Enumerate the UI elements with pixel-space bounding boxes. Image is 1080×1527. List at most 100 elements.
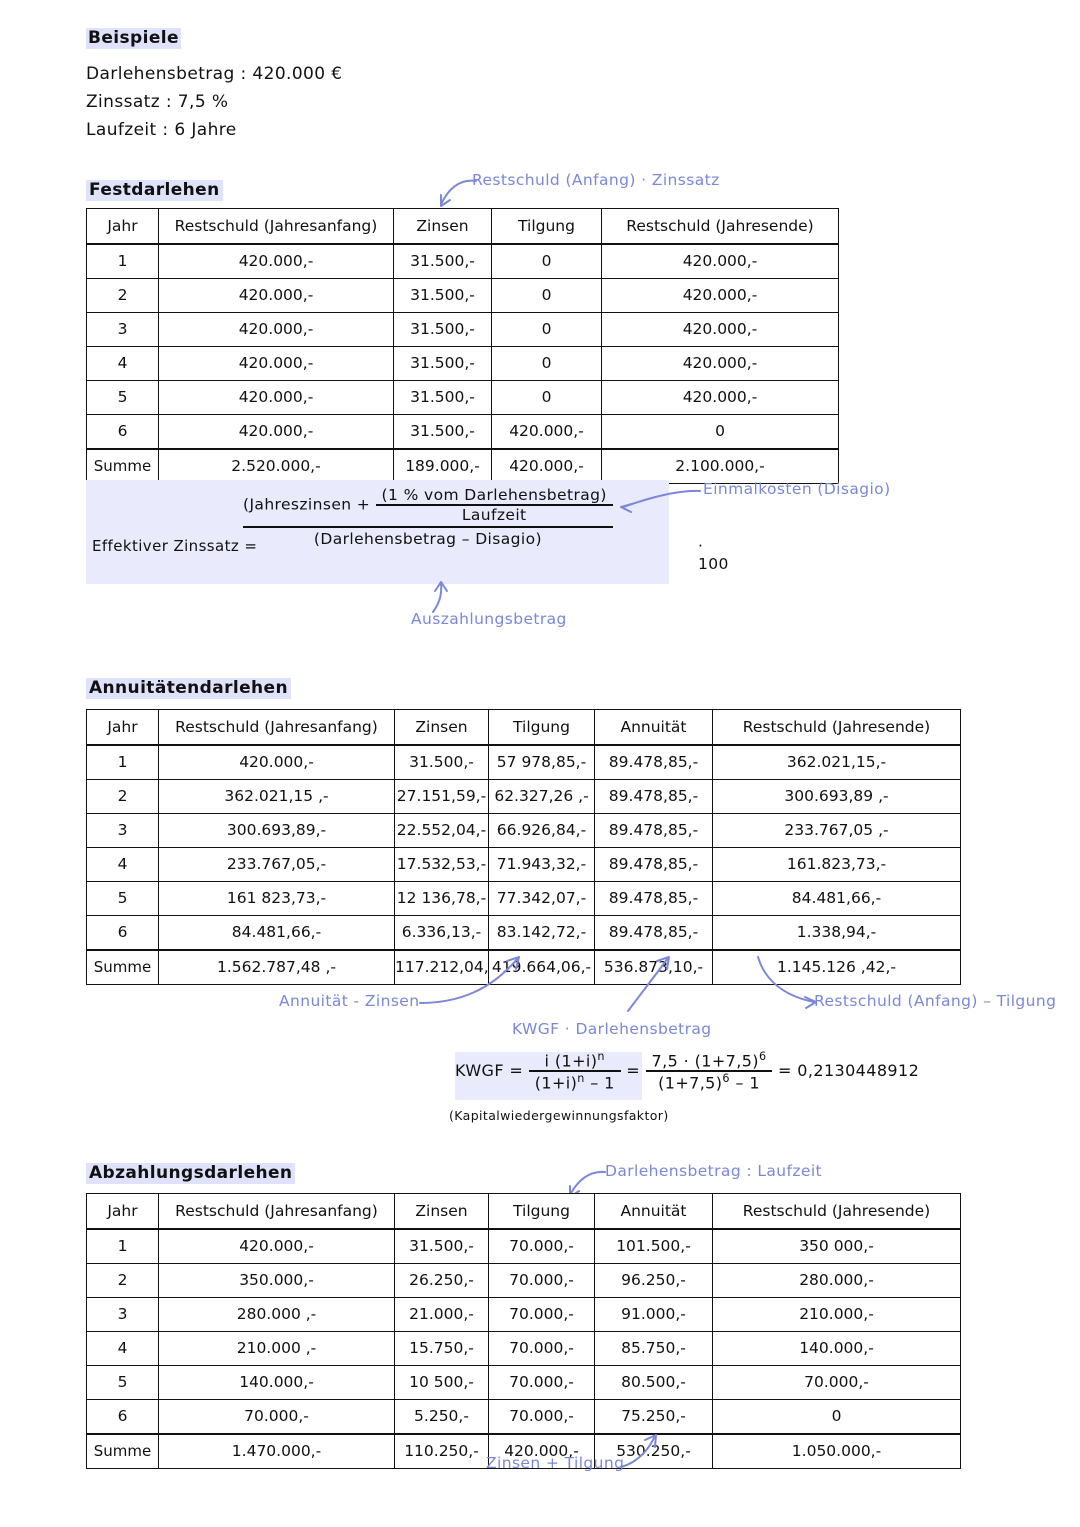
cell-sum-label: Summe [86, 448, 159, 484]
kwgf-f1-num-exp: n [597, 1050, 605, 1063]
cell-zinsen: 17.532,53,- [394, 847, 489, 882]
formula-highlight-kwgf [455, 1052, 642, 1100]
col-header-zinsen: Zinsen [393, 208, 492, 245]
cell-zinsen: 31.500,- [393, 312, 492, 347]
formula-inner-numerator: (1 % vom Darlehensbetrag) [381, 486, 607, 504]
formula-kwgf-result: 0,2130448912 [797, 1060, 920, 1080]
formula-box-effektiver-zinssatz: Effektiver Zinssatz = (Jahreszinsen + (1… [86, 480, 728, 584]
cell-zinsen: 12 136,78,- [394, 881, 489, 916]
kwgf-f2-num-exp: 6 [758, 1050, 767, 1063]
cell-restschuld-ende: 161.823,73,- [712, 847, 961, 882]
cell-zinsen: 31.500,- [393, 414, 492, 450]
cell-zinsen: 31.500,- [393, 278, 492, 313]
cell-sum-restschuld-ende: 2.100.000,- [601, 448, 839, 484]
cell-restschuld-anfang: 420.000,- [158, 278, 394, 313]
cell-restschuld-ende: 420.000,- [601, 380, 839, 415]
table-row: 6 420.000,- 31.500,- 420.000,- 0 [86, 414, 839, 450]
cell-sum-tilgung: 419.664,06,- [488, 949, 595, 985]
cell-restschuld-anfang: 420.000,- [158, 346, 394, 381]
table-sum-row: Summe 2.520.000,- 189.000,- 420.000,- 2.… [86, 448, 839, 484]
col-header-annuitaet: Annuität [594, 1193, 713, 1230]
cell-restschuld-anfang: 84.481,66,- [158, 915, 395, 951]
table-festdarlehen: Jahr Restschuld (Jahresanfang) Zinsen Ti… [86, 208, 839, 484]
cell-tilgung: 0 [491, 346, 602, 381]
table-row: 1 420.000,- 31.500,- 70.000,- 101.500,- … [86, 1228, 961, 1264]
intro-block: Beispiele Darlehensbetrag : 420.000 € Zi… [86, 28, 343, 140]
cell-restschuld-ende: 420.000,- [601, 243, 839, 279]
cell-restschuld-anfang: 70.000,- [158, 1399, 395, 1435]
cell-sum-tilgung: 420.000,- [488, 1433, 595, 1469]
cell-jahr: 2 [86, 779, 159, 814]
cell-jahr: 4 [86, 346, 159, 381]
cell-annuitaet: 80.500,- [594, 1365, 713, 1400]
cell-jahr: 5 [86, 1365, 159, 1400]
table-row: 3 420.000,- 31.500,- 0 420.000,- [86, 312, 839, 347]
cell-jahr: 4 [86, 847, 159, 882]
cell-restschuld-ende: 1.338,94,- [712, 915, 961, 951]
cell-annuitaet: 89.478,85,- [594, 847, 713, 882]
cell-restschuld-ende: 420.000,- [601, 346, 839, 381]
cell-restschuld-anfang: 140.000,- [158, 1365, 395, 1400]
col-header-restschuld-ende: Restschuld (Jahresende) [712, 709, 961, 746]
col-header-restschuld-anfang: Restschuld (Jahresanfang) [158, 208, 394, 245]
formula-kwgf-fraction-numeric: 7,5 · (1+7,5)6 (1+7,5)6 – 1 [645, 1050, 773, 1093]
cell-jahr: 6 [86, 1399, 159, 1435]
cell-restschuld-ende: 0 [712, 1399, 961, 1435]
cell-jahr: 6 [86, 414, 159, 450]
kwgf-f1-den-exp: n [577, 1072, 585, 1086]
cell-restschuld-anfang: 420.000,- [158, 414, 394, 450]
cell-restschuld-ende: 0 [601, 414, 839, 450]
cell-restschuld-anfang: 350.000,- [158, 1263, 395, 1298]
cell-restschuld-ende: 350 000,- [712, 1228, 961, 1264]
cell-annuitaet: 89.478,85,- [594, 915, 713, 951]
arrow-to-auszahlungsbetrag [420, 580, 456, 614]
cell-zinsen: 10 500,- [394, 1365, 489, 1400]
cell-zinsen: 26.250,- [394, 1263, 489, 1298]
formula-kwgf-den-general: (1+i)n – 1 [528, 1070, 621, 1093]
table-row: 4 420.000,- 31.500,- 0 420.000,- [86, 346, 839, 381]
cell-tilgung: 77.342,07,- [488, 881, 595, 916]
formula-kwgf-fraction-general: i (1+i)n (1+i)n – 1 [528, 1050, 621, 1093]
col-header-tilgung: Tilgung [488, 1193, 595, 1230]
intro-line-darlehensbetrag: Darlehensbetrag : 420.000 € [86, 64, 343, 84]
cell-tilgung: 420.000,- [491, 414, 602, 450]
cell-restschuld-ende: 140.000,- [712, 1331, 961, 1366]
cell-jahr: 5 [86, 881, 159, 916]
page-title: Beispiele [86, 28, 181, 49]
cell-sum-restschuld-ende: 1.145.126 ,42,- [712, 949, 961, 985]
cell-restschuld-anfang: 210.000 ,- [158, 1331, 395, 1366]
cell-zinsen: 31.500,- [394, 1228, 489, 1264]
cell-restschuld-ende: 84.481,66,- [712, 881, 961, 916]
cell-annuitaet: 89.478,85,- [594, 779, 713, 814]
formula-inner-fraction: (1 % vom Darlehensbetrag) Laufzeit [375, 486, 613, 524]
cell-restschuld-ende: 300.693,89 ,- [712, 779, 961, 814]
cell-sum-zinsen: 117.212,04,- [394, 949, 489, 985]
cell-jahr: 5 [86, 380, 159, 415]
cell-annuitaet: 96.250,- [594, 1263, 713, 1298]
cell-annuitaet: 101.500,- [594, 1228, 713, 1264]
table-row: 1 420.000,- 31.500,- 0 420.000,- [86, 243, 839, 279]
cell-restschuld-anfang: 161 823,73,- [158, 881, 395, 916]
cell-tilgung: 70.000,- [488, 1365, 595, 1400]
col-header-tilgung: Tilgung [491, 208, 602, 245]
section-heading-festdarlehen: Festdarlehen [86, 180, 223, 201]
table-row: 1 420.000,- 31.500,- 57 978,85,- 89.478,… [86, 744, 961, 780]
formula-kwgf-name: KWGF = [455, 1060, 524, 1080]
formula-multiplier: · 100 [698, 537, 729, 573]
cell-tilgung: 70.000,- [488, 1228, 595, 1264]
formula-kwgf-equals-2: = [777, 1060, 792, 1080]
cell-annuitaet: 91.000,- [594, 1297, 713, 1332]
kwgf-f1-den-text: (1+i) [534, 1073, 578, 1093]
table-row: 4 233.767,05,- 17.532,53,- 71.943,32,- 8… [86, 847, 961, 882]
cell-restschuld-anfang: 420.000,- [158, 380, 394, 415]
annotation-darlehensbetrag-durch-laufzeit: Darlehensbetrag : Laufzeit [605, 1162, 823, 1180]
cell-tilgung: 0 [491, 278, 602, 313]
cell-restschuld-ende: 233.767,05 ,- [712, 813, 961, 848]
annotation-kwgf-mal-darlehensbetrag: KWGF · Darlehensbetrag [512, 1020, 712, 1038]
annotation-annuitaet-minus-zinsen: Annuität - Zinsen [279, 992, 420, 1010]
cell-zinsen: 31.500,- [393, 380, 492, 415]
cell-restschuld-anfang: 420.000,- [158, 312, 394, 347]
cell-jahr: 3 [86, 312, 159, 347]
cell-zinsen: 21.000,- [394, 1297, 489, 1332]
